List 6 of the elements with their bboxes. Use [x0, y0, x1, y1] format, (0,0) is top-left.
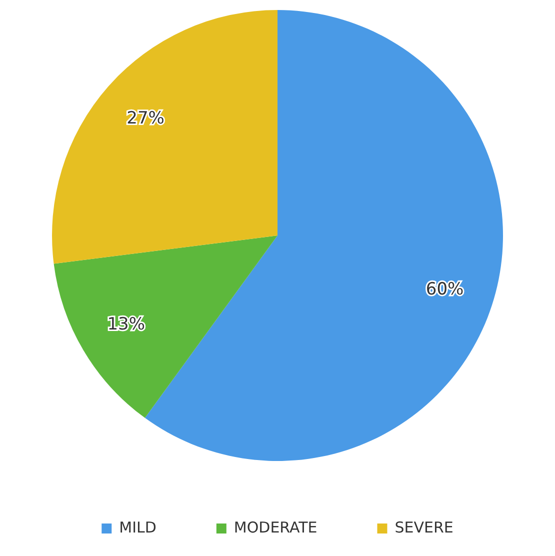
data-label: 13%: [107, 314, 146, 334]
legend-label: MODERATE: [234, 518, 318, 536]
data-label: 27%: [126, 108, 164, 129]
data-label: 60%: [426, 279, 464, 300]
legend-label: MILD: [119, 518, 156, 536]
legend-label: SEVERE: [394, 518, 454, 536]
